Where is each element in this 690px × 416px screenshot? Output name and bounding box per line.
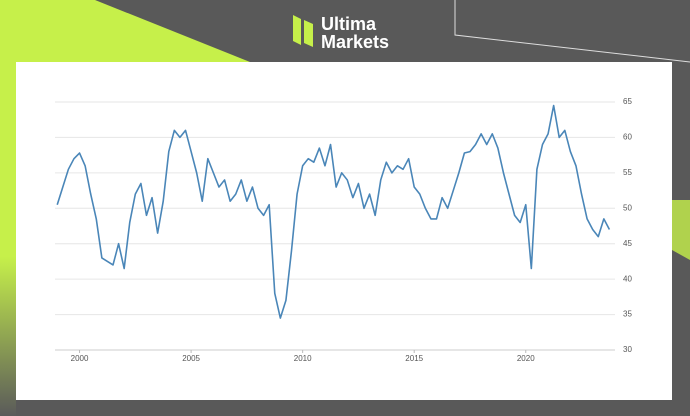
accent-strip bbox=[0, 62, 16, 416]
x-tick-label: 2015 bbox=[405, 354, 423, 363]
y-tick-label: 55 bbox=[623, 168, 632, 177]
y-tick-label: 45 bbox=[623, 239, 632, 248]
logo-icon bbox=[304, 20, 313, 47]
accent bbox=[0, 0, 250, 62]
y-tick-label: 40 bbox=[623, 274, 632, 283]
y-tick-label: 65 bbox=[623, 97, 632, 106]
data-line bbox=[56, 104, 611, 319]
x-tick-label: 2000 bbox=[71, 354, 89, 363]
y-tick-label: 50 bbox=[623, 203, 632, 212]
decor-line bbox=[454, 0, 690, 63]
x-tick-label: 2020 bbox=[517, 354, 535, 363]
plot: 30 35 40 45 50 55 60 65 2000 2005 2010 2015 2020 bbox=[55, 97, 632, 363]
y-tick-label: 60 bbox=[623, 133, 632, 142]
chart-card bbox=[16, 62, 672, 400]
x-tick-label: 2010 bbox=[294, 354, 312, 363]
y-tick-label: 30 bbox=[623, 345, 632, 354]
logo-icon bbox=[293, 15, 301, 45]
logo-text: Markets bbox=[321, 32, 389, 52]
accent-right bbox=[672, 200, 690, 260]
y-tick-label: 35 bbox=[623, 310, 632, 319]
x-tick-label: 2005 bbox=[182, 354, 200, 363]
logo-text: Ultima bbox=[321, 14, 377, 34]
